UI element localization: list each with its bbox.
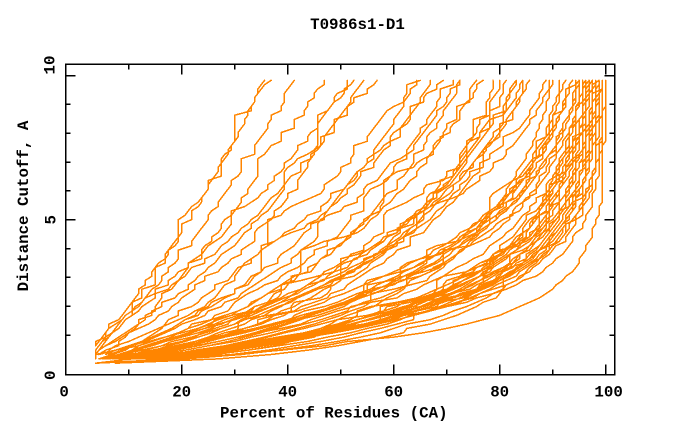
svg-text:T0986s1-D1: T0986s1-D1 (310, 16, 405, 34)
svg-text:Distance Cutoff, A: Distance Cutoff, A (15, 120, 33, 291)
svg-text:0: 0 (59, 384, 68, 402)
svg-text:60: 60 (384, 384, 403, 402)
svg-text:Percent of Residues (CA): Percent of Residues (CA) (220, 404, 448, 422)
svg-text:20: 20 (172, 384, 191, 402)
svg-text:5: 5 (43, 215, 61, 224)
svg-text:100: 100 (594, 384, 622, 402)
svg-text:10: 10 (42, 56, 60, 75)
svg-text:40: 40 (278, 384, 297, 402)
svg-text:0: 0 (42, 371, 60, 380)
svg-text:80: 80 (490, 384, 509, 402)
